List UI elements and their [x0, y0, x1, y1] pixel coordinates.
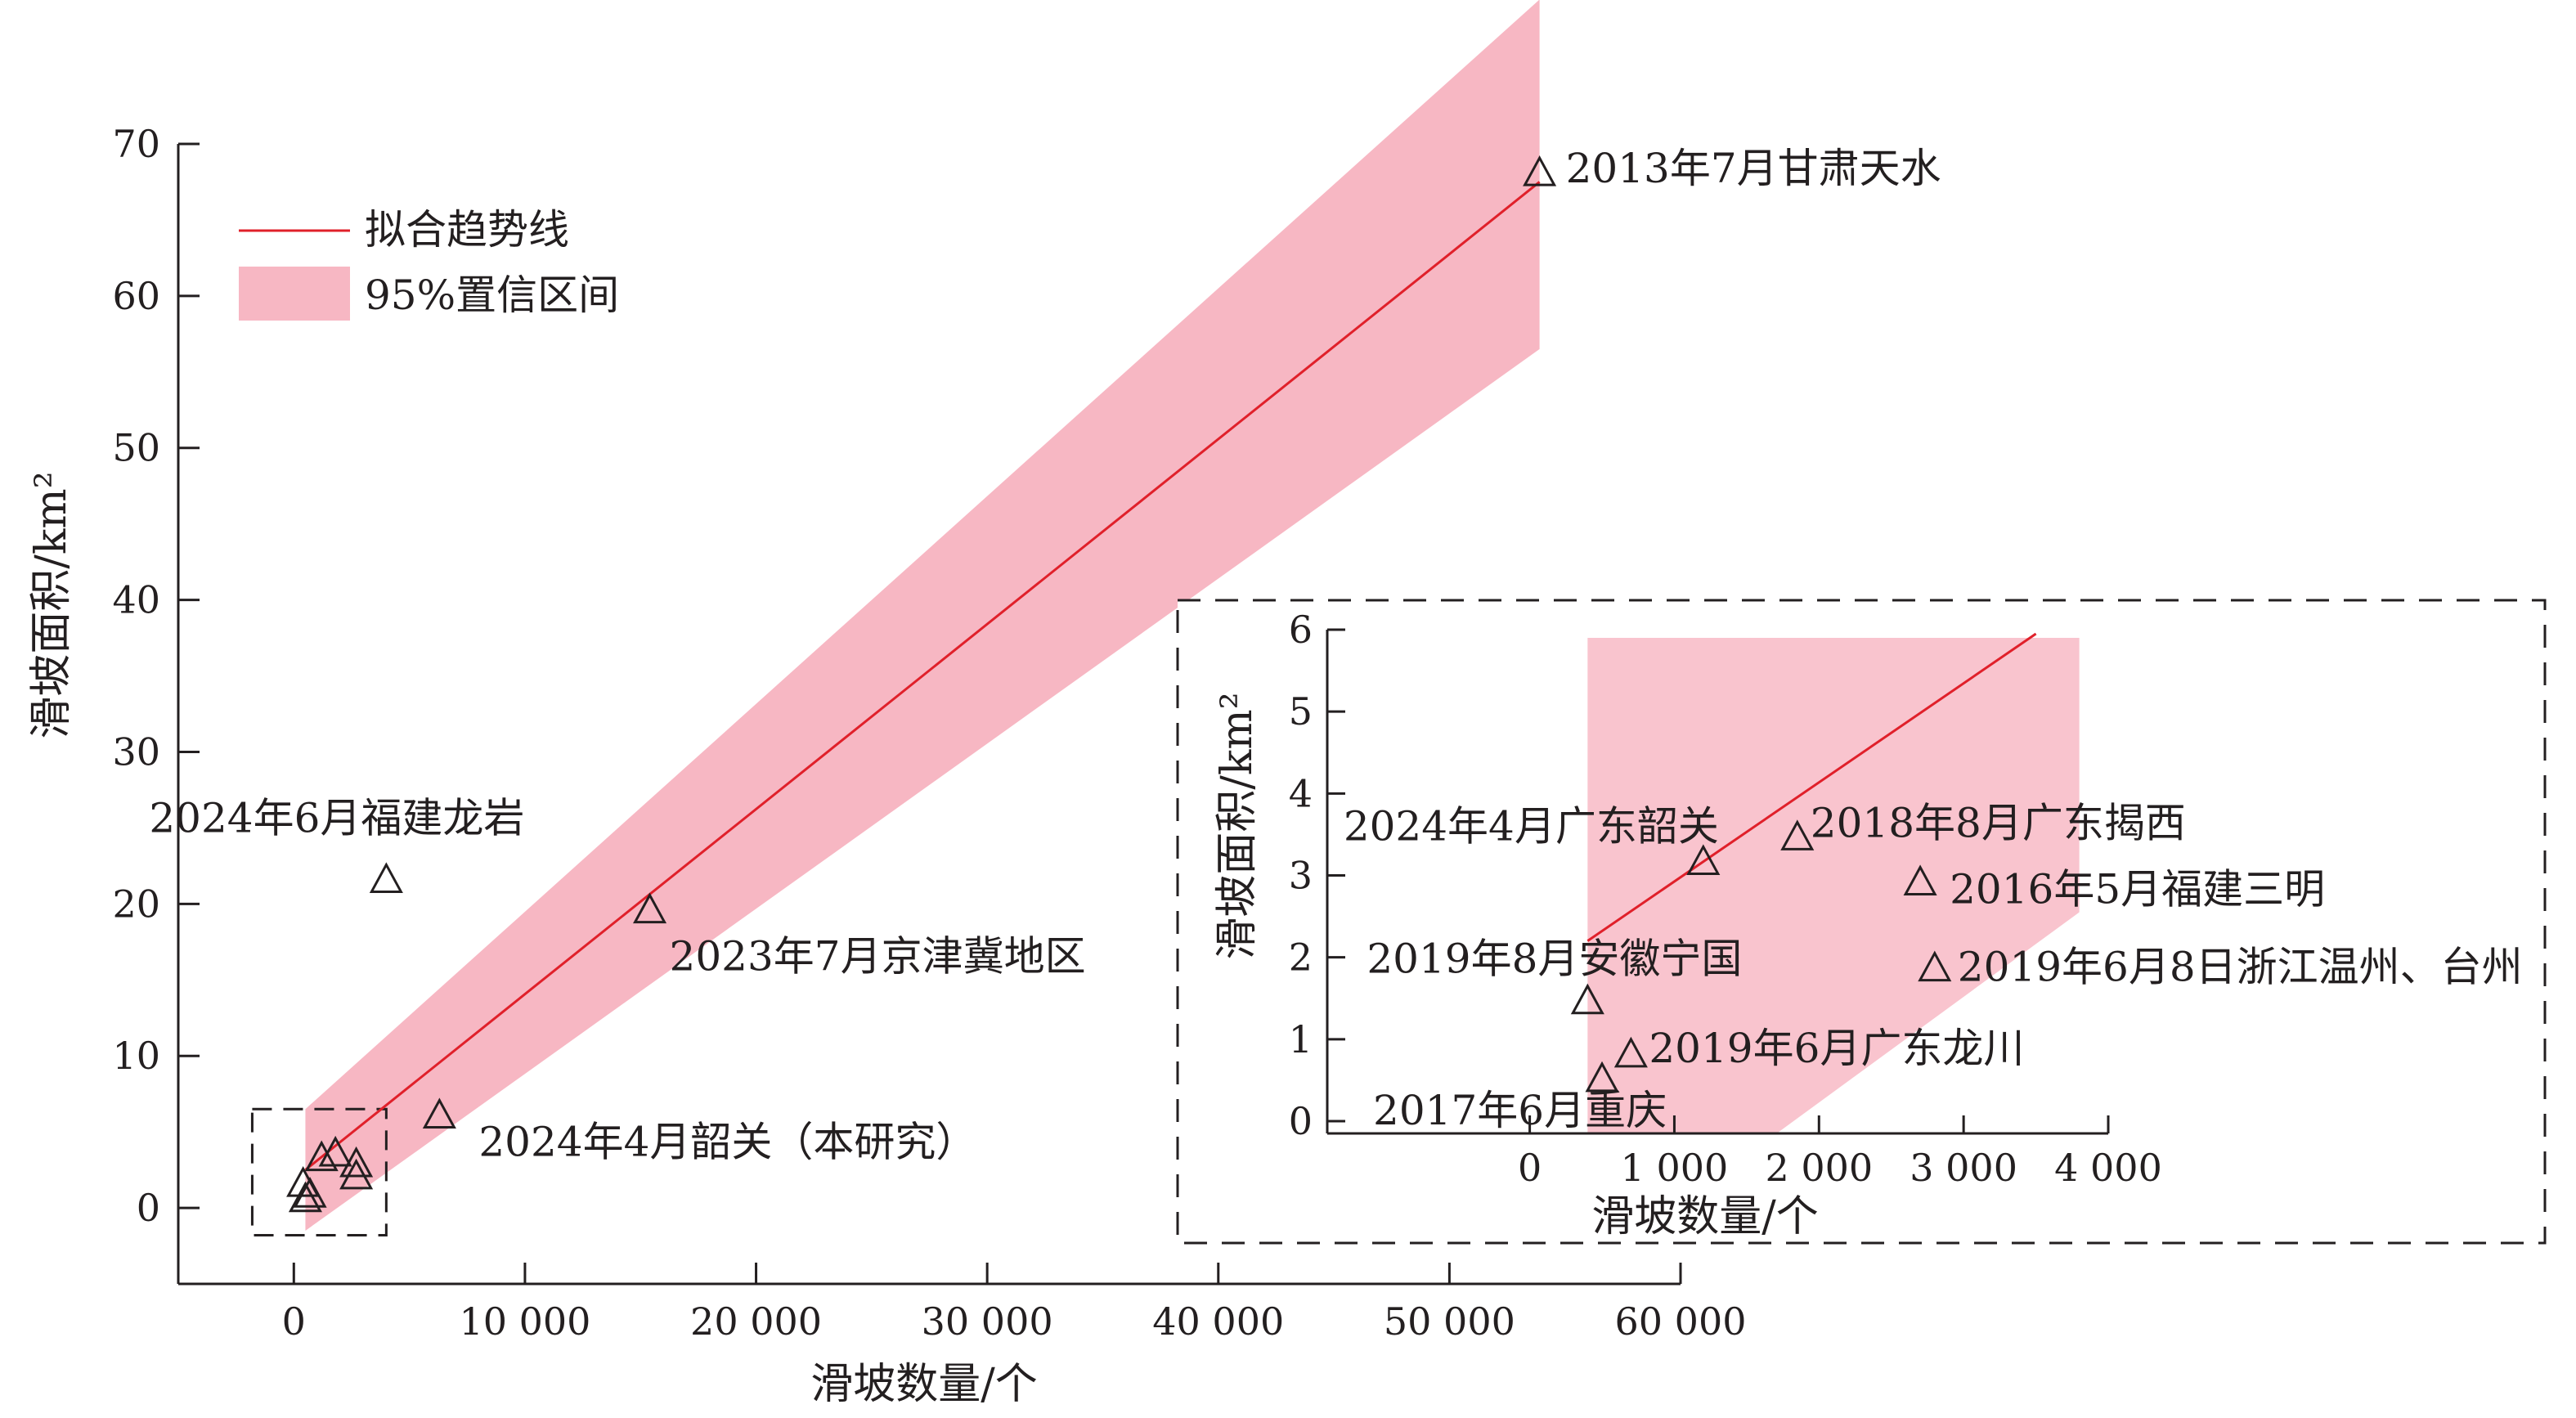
inset-y-tick-label: 6 [1289, 608, 1313, 652]
highlight-box [250, 1107, 388, 1237]
inset-data-point [1570, 983, 1604, 1015]
x-tick-label: 0 [282, 1299, 306, 1344]
inset-y-axis-title-text: 滑坡面积/km² [1213, 692, 1262, 959]
inset-y-tick-label: 5 [1289, 689, 1313, 734]
inset-y-tick-label: 2 [1289, 936, 1313, 980]
y-tick-label: 30 [112, 729, 160, 774]
inset-point-label: 2018年8月广东揭西 [1811, 799, 2186, 846]
y-tick-label: 50 [112, 426, 160, 470]
inset-y-axis-title: 滑坡面积/km² [1213, 692, 1262, 959]
point-label: 2024年4月韶关（本研究） [478, 1119, 976, 1166]
data-point [339, 1146, 374, 1178]
y-tick-label: 70 [112, 122, 160, 166]
legend-band-swatch [239, 267, 350, 321]
inset-data-point [1613, 1036, 1648, 1068]
main-y-axis-title-text: 滑坡面积/km² [27, 471, 76, 738]
data-point [288, 1181, 322, 1213]
data-point [304, 1140, 339, 1172]
x-tick-label: 40 000 [1152, 1299, 1284, 1344]
inset-x-tick-label: 1 000 [1621, 1146, 1729, 1190]
inset-point-label: 2016年5月福建三明 [1950, 866, 2325, 913]
inset-data-point [1585, 1061, 1619, 1093]
inset-point-label: 2019年6月8日浙江温州、台州 [1958, 944, 2523, 991]
inset-x-tick-label: 0 [1518, 1146, 1542, 1190]
data-point [633, 892, 667, 924]
inset-axes: 0 1 2 3 4 5 6 0 1 000 2 000 3 000 4 000 [1289, 608, 2162, 1190]
x-tick-label: 20 000 [690, 1299, 822, 1344]
x-tick-label: 30 000 [922, 1299, 1053, 1344]
y-tick-label: 60 [112, 274, 160, 318]
main-point-labels: 2013年7月甘肃天水 2024年6月福建龙岩 2023年7月京津冀地区 2024年4… [149, 145, 1941, 1165]
inset-x-tick-label: 4 000 [2054, 1146, 2162, 1190]
inset-x-tick-label: 2 000 [1765, 1146, 1873, 1190]
x-tick-label: 10 000 [459, 1299, 590, 1344]
point-label: 2023年7月京津冀地区 [670, 933, 1086, 980]
inset-point-label: 2019年8月安徽宁国 [1367, 936, 1742, 983]
point-label: 2013年7月甘肃天水 [1566, 145, 1941, 192]
inset-point-label: 2017年6月重庆 [1373, 1087, 1667, 1134]
inset-x-tick-label: 3 000 [1910, 1146, 2017, 1190]
data-point [369, 862, 403, 893]
main-points [286, 155, 1557, 1213]
inset-y-tick-label: 4 [1289, 771, 1313, 815]
legend-line-label: 拟合趋势线 [365, 206, 569, 254]
trend-line [304, 181, 1541, 1171]
inset-y-tick-label: 3 [1289, 853, 1313, 897]
inset-y-tick-label: 0 [1289, 1099, 1313, 1143]
inset-x-axis-title: 滑坡数量/个 [1591, 1192, 1819, 1241]
data-point [339, 1158, 374, 1190]
inset-data-point [1918, 950, 1952, 982]
inset-y-tick-label: 1 [1289, 1017, 1313, 1061]
data-point [293, 1177, 327, 1208]
y-tick-label: 10 [112, 1034, 160, 1078]
inset-points [1570, 819, 1952, 1093]
data-point [422, 1097, 456, 1129]
y-tick-label: 20 [112, 882, 160, 926]
x-tick-label: 50 000 [1384, 1299, 1515, 1344]
legend-band-label: 95%置信区间 [365, 271, 619, 319]
data-point [318, 1135, 352, 1167]
inset-point-labels: 2024年4月广东韶关 2018年8月广东揭西 2016年5月福建三明 2019年8月… [1344, 799, 2523, 1133]
y-tick-label: 0 [137, 1186, 160, 1230]
point-label: 2024年6月福建龙岩 [149, 794, 524, 841]
inset-data-point [1686, 844, 1721, 875]
inset-plot: 0 1 2 3 4 5 6 0 1 000 2 000 3 000 4 000 2024年4月广东韶关… [1213, 608, 2523, 1241]
legend: 拟合趋势线 95%置信区间 [239, 206, 619, 321]
inset-trend-line [1586, 632, 2037, 942]
main-y-axis-title: 滑坡面积/km² [27, 471, 76, 738]
inset-data-point [1780, 819, 1815, 850]
data-point [1523, 155, 1557, 186]
x-tick-label: 60 000 [1615, 1299, 1747, 1344]
y-tick-label: 40 [112, 578, 160, 622]
inset-point-label: 2024年4月广东韶关 [1344, 802, 1719, 850]
main-x-axis-title: 滑坡数量/个 [810, 1360, 1038, 1409]
inset-confidence-band [1587, 638, 2080, 1133]
inset-point-label: 2019年6月广东龙川 [1649, 1025, 2024, 1072]
inset-data-point [1903, 864, 1937, 896]
